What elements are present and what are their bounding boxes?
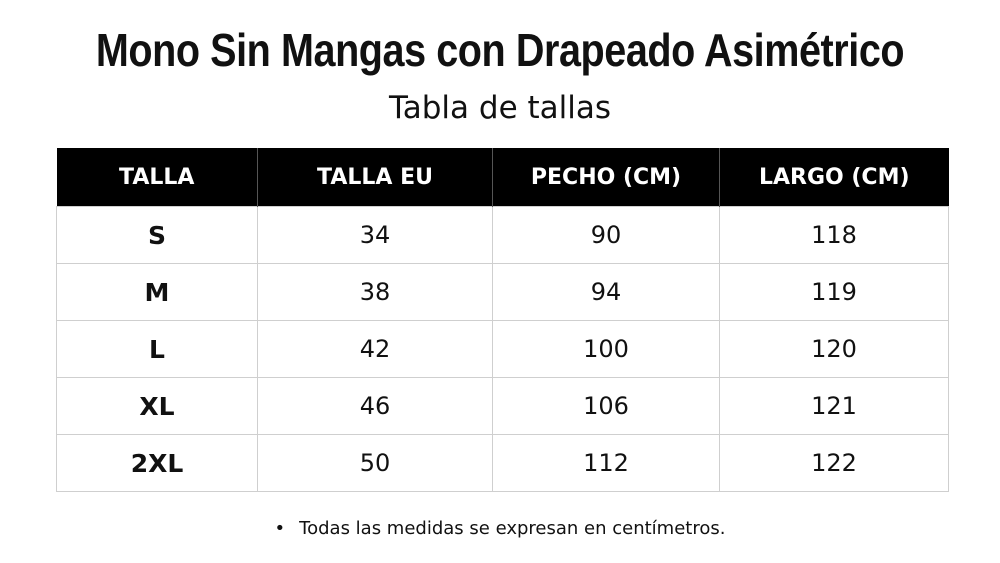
table-row: M 38 94 119 bbox=[56, 263, 949, 321]
chest-cell: 90 bbox=[492, 206, 720, 264]
note-text: Todas las medidas se expresan en centíme… bbox=[299, 518, 726, 539]
length-cell: 121 bbox=[719, 377, 949, 435]
eu-size-cell: 46 bbox=[257, 377, 493, 435]
length-cell: 122 bbox=[719, 434, 949, 492]
chest-cell: 112 bbox=[492, 434, 720, 492]
header-talla: TALLA bbox=[56, 148, 258, 207]
table-header: TALLA TALLA EU PECHO (CM) LARGO (CM) bbox=[56, 148, 949, 207]
page-subtitle: Tabla de tallas bbox=[388, 90, 612, 126]
eu-size-cell: 42 bbox=[257, 320, 493, 378]
header-talla-eu: TALLA EU bbox=[257, 148, 493, 207]
table-body: S 34 90 118 M 38 94 119 L 42 100 120 XL … bbox=[56, 206, 949, 492]
header-pecho: PECHO (CM) bbox=[492, 148, 720, 207]
eu-size-cell: 34 bbox=[257, 206, 493, 264]
table-row: XL 46 106 121 bbox=[56, 377, 949, 435]
table-row: L 42 100 120 bbox=[56, 320, 949, 378]
header-row: TALLA TALLA EU PECHO (CM) LARGO (CM) bbox=[56, 148, 949, 207]
chest-cell: 100 bbox=[492, 320, 720, 378]
eu-size-cell: 50 bbox=[257, 434, 493, 492]
page-title: Mono Sin Mangas con Drapeado Asimétrico bbox=[95, 24, 905, 76]
length-cell: 120 bbox=[719, 320, 949, 378]
size-cell: 2XL bbox=[56, 434, 258, 492]
length-cell: 119 bbox=[719, 263, 949, 321]
size-chart-table: TALLA TALLA EU PECHO (CM) LARGO (CM) S 3… bbox=[56, 148, 949, 492]
size-cell: M bbox=[56, 263, 258, 321]
size-cell: S bbox=[56, 206, 258, 264]
header-largo: LARGO (CM) bbox=[719, 148, 949, 207]
measurement-note: • Todas las medidas se expresan en centím… bbox=[0, 515, 1000, 543]
eu-size-cell: 38 bbox=[257, 263, 493, 321]
length-cell: 118 bbox=[719, 206, 949, 264]
size-cell: XL bbox=[56, 377, 258, 435]
table-row: 2XL 50 112 122 bbox=[56, 434, 949, 492]
chest-cell: 94 bbox=[492, 263, 720, 321]
bullet-icon: • bbox=[274, 518, 286, 539]
size-cell: L bbox=[56, 320, 258, 378]
chest-cell: 106 bbox=[492, 377, 720, 435]
table-row: S 34 90 118 bbox=[56, 206, 949, 264]
